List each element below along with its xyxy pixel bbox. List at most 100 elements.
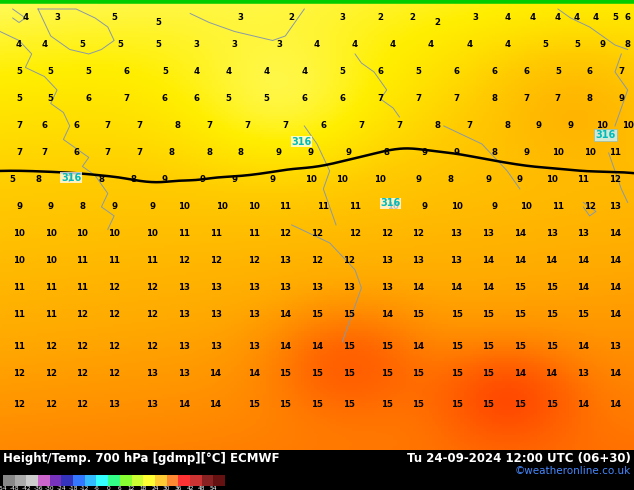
Text: -18: -18 (68, 487, 78, 490)
Text: 15: 15 (482, 400, 494, 409)
Text: 4: 4 (593, 14, 599, 23)
Text: 9: 9 (567, 122, 574, 130)
Text: 11: 11 (248, 229, 259, 239)
Text: 8: 8 (79, 202, 86, 211)
Text: 316: 316 (292, 137, 312, 147)
Text: 13: 13 (451, 256, 462, 266)
Text: 9: 9 (491, 202, 498, 211)
Text: 12: 12 (108, 283, 120, 293)
Text: 11: 11 (280, 202, 291, 211)
Text: 13: 13 (609, 202, 621, 211)
Text: 15: 15 (451, 342, 462, 351)
Text: 30: 30 (163, 487, 171, 490)
Text: 14: 14 (178, 400, 190, 409)
Text: 6: 6 (162, 95, 168, 103)
Bar (73, 475, 85, 486)
Text: 10: 10 (552, 148, 564, 157)
Text: 12: 12 (45, 400, 56, 409)
Text: -36: -36 (34, 487, 43, 490)
Text: 14: 14 (311, 342, 323, 351)
Text: 12: 12 (77, 342, 88, 351)
Text: 5: 5 (79, 41, 86, 49)
Text: 14: 14 (609, 400, 621, 409)
Text: 15: 15 (546, 283, 557, 293)
Text: 11: 11 (318, 202, 329, 211)
Text: 11: 11 (45, 283, 56, 293)
Text: 15: 15 (311, 310, 323, 319)
Text: 13: 13 (178, 342, 190, 351)
Text: 14: 14 (577, 256, 590, 266)
Bar (190, 475, 202, 486)
Text: 10: 10 (77, 229, 88, 239)
Text: 11: 11 (77, 283, 88, 293)
Text: 8: 8 (504, 122, 510, 130)
Text: 15: 15 (413, 400, 424, 409)
Text: 24: 24 (151, 487, 158, 490)
Text: Tu 24-09-2024 12:00 UTC (06+30): Tu 24-09-2024 12:00 UTC (06+30) (407, 452, 631, 465)
Text: 6: 6 (193, 95, 200, 103)
Text: 316: 316 (61, 172, 81, 183)
Text: 10: 10 (546, 175, 557, 184)
Text: 10: 10 (622, 122, 633, 130)
Text: 6: 6 (73, 122, 79, 130)
Text: 5: 5 (117, 41, 124, 49)
Text: 15: 15 (343, 369, 354, 378)
Text: 13: 13 (146, 369, 158, 378)
Text: 2: 2 (409, 14, 415, 23)
Text: 5: 5 (86, 68, 92, 76)
Text: 6: 6 (377, 68, 384, 76)
Text: 8: 8 (586, 95, 593, 103)
Text: 12: 12 (45, 342, 56, 351)
Text: 14: 14 (209, 369, 222, 378)
Text: 9: 9 (536, 122, 542, 130)
Text: 4: 4 (41, 41, 48, 49)
Text: 8: 8 (447, 175, 453, 184)
Text: 13: 13 (311, 283, 323, 293)
Text: 13: 13 (108, 400, 120, 409)
Text: 12: 12 (108, 369, 120, 378)
Text: 2: 2 (288, 14, 295, 23)
Text: 12: 12 (311, 229, 323, 239)
Text: 7: 7 (396, 122, 403, 130)
Text: 4: 4 (466, 41, 472, 49)
Text: 8: 8 (624, 41, 631, 49)
Text: ©weatheronline.co.uk: ©weatheronline.co.uk (515, 466, 631, 476)
Text: 11: 11 (552, 202, 564, 211)
Text: 5: 5 (555, 68, 561, 76)
Text: 12: 12 (609, 175, 621, 184)
Text: 10: 10 (178, 202, 190, 211)
Bar (178, 475, 190, 486)
Text: 9: 9 (422, 148, 428, 157)
Text: 316: 316 (595, 130, 616, 140)
Text: 12: 12 (349, 229, 361, 239)
Text: 9: 9 (200, 175, 206, 184)
Text: -42: -42 (22, 487, 31, 490)
Text: 13: 13 (381, 256, 392, 266)
Text: 10: 10 (248, 202, 259, 211)
Text: 7: 7 (377, 95, 384, 103)
Text: 9: 9 (415, 175, 422, 184)
Text: 11: 11 (349, 202, 361, 211)
Text: 14: 14 (545, 256, 558, 266)
Text: 14: 14 (279, 310, 292, 319)
Text: 15: 15 (311, 369, 323, 378)
Text: 15: 15 (514, 283, 526, 293)
Text: 11: 11 (210, 229, 221, 239)
Text: 15: 15 (546, 400, 557, 409)
Text: 6: 6 (41, 122, 48, 130)
Text: 15: 15 (514, 400, 526, 409)
Text: 4: 4 (529, 14, 536, 23)
Text: 12: 12 (13, 400, 25, 409)
Text: 3: 3 (472, 14, 479, 23)
Text: 14: 14 (514, 369, 526, 378)
Text: 7: 7 (453, 95, 460, 103)
Bar (27, 475, 38, 486)
Text: 13: 13 (578, 369, 589, 378)
Text: 7: 7 (466, 122, 472, 130)
Text: 12: 12 (108, 342, 120, 351)
Text: 15: 15 (546, 310, 557, 319)
Text: 14: 14 (482, 256, 495, 266)
Bar (3, 475, 15, 486)
Text: 14: 14 (247, 369, 260, 378)
Text: 4: 4 (193, 68, 200, 76)
